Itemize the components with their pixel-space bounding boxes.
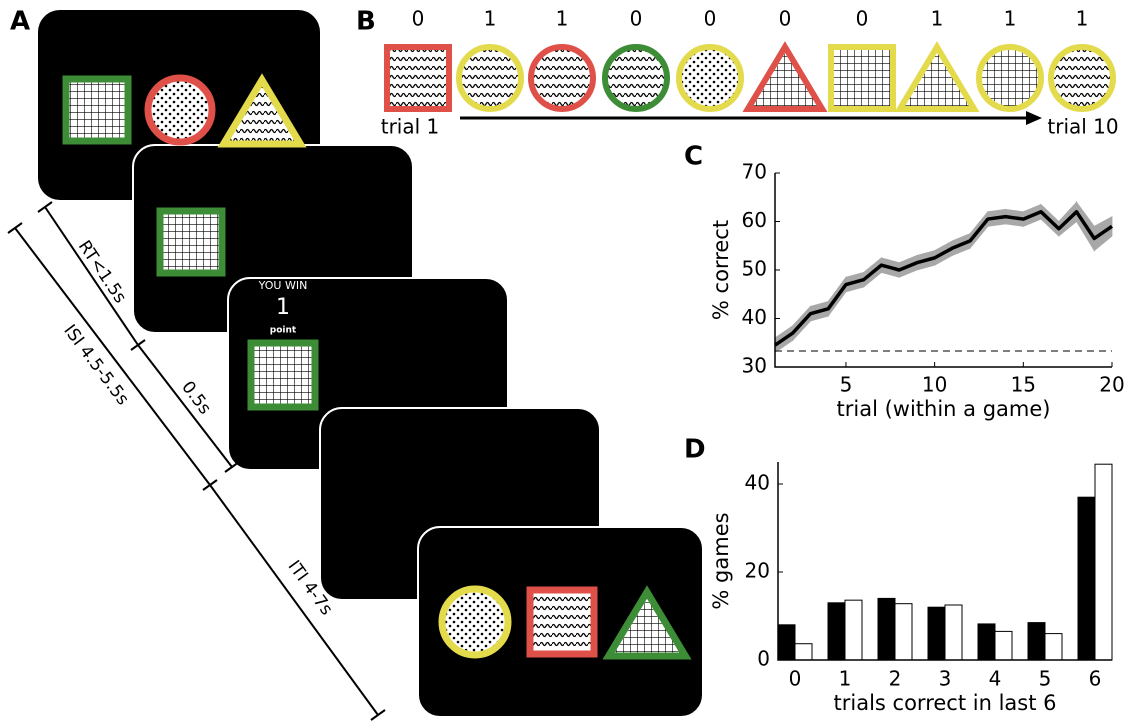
outcome: 0: [412, 7, 425, 31]
square: [530, 590, 594, 654]
outcome: 1: [1004, 7, 1017, 31]
win-unit: point: [270, 326, 297, 336]
circle: [531, 47, 593, 109]
square: [831, 47, 893, 109]
win-points: 1: [276, 295, 290, 320]
y-tick-label: 40: [742, 305, 767, 329]
x-tick-label: 20: [1099, 373, 1124, 397]
circle: [679, 47, 741, 109]
x-axis-label: trials correct in last 6: [834, 691, 1057, 715]
figure: A B C D YOU WIN 1 point RT<1.5s 0.5s ISI…: [0, 0, 1129, 723]
x-tick-label: 4: [989, 667, 1002, 691]
x-tick-label: 0: [789, 667, 802, 691]
y-tick-label: 70: [742, 160, 767, 184]
trial-end: trial 10: [1047, 115, 1118, 139]
x-tick-label: 5: [1039, 667, 1052, 691]
x-axis-label: trial (within a game): [837, 397, 1051, 421]
y-tick-label: 30: [742, 354, 767, 378]
circle: [148, 78, 212, 142]
outcome: 1: [556, 7, 569, 31]
x-tick-label: 15: [1011, 373, 1036, 397]
bar: [995, 631, 1012, 660]
cap: [371, 710, 385, 720]
y-tick-label: 40: [745, 471, 770, 495]
bar: [1078, 497, 1095, 660]
square: [387, 47, 449, 109]
outcome: 0: [779, 7, 792, 31]
panel-label: A: [10, 7, 30, 37]
triangle: [900, 47, 974, 109]
triangle: [748, 47, 822, 109]
bar: [928, 607, 945, 660]
bar: [778, 625, 795, 660]
cap: [225, 462, 239, 472]
panel-label: C: [684, 142, 703, 172]
timeline-line: [138, 345, 232, 467]
circle: [442, 589, 508, 655]
square: [160, 211, 222, 273]
timeline-line: [45, 207, 138, 345]
trial-start: trial 1: [381, 115, 440, 139]
cap: [131, 340, 145, 350]
outcome: 1: [1076, 7, 1089, 31]
square: [66, 79, 128, 141]
panel-label: D: [684, 435, 706, 465]
circle: [605, 47, 667, 109]
x-tick-label: 5: [840, 373, 853, 397]
circle: [979, 47, 1041, 109]
axes: [775, 173, 1112, 367]
bar: [828, 603, 845, 660]
bar: [945, 605, 962, 660]
y-tick-label: 20: [745, 559, 770, 583]
y-tick-label: 50: [742, 257, 767, 281]
y-tick-label: 60: [742, 208, 767, 232]
cap: [38, 202, 52, 212]
outcome: 0: [704, 7, 717, 31]
y-tick-label: 0: [757, 647, 770, 671]
circle: [1051, 47, 1113, 109]
bar: [978, 624, 995, 660]
timing-label: 0.5s: [177, 378, 215, 419]
arrow-head: [1026, 111, 1042, 125]
win-title: YOU WIN: [258, 279, 308, 292]
cap: [8, 223, 22, 233]
x-tick-label: 6: [1089, 667, 1102, 691]
x-tick-label: 1: [839, 667, 852, 691]
bar: [845, 600, 862, 660]
outcome: 0: [856, 7, 869, 31]
outcome: 1: [484, 7, 497, 31]
bar: [795, 644, 812, 660]
x-tick-label: 3: [939, 667, 952, 691]
bar: [1045, 634, 1062, 660]
square: [251, 343, 315, 407]
y-axis-label: % games: [709, 512, 733, 609]
screens: YOU WIN 1 point: [38, 10, 703, 717]
bar: [1028, 623, 1045, 660]
outcome: 0: [630, 7, 643, 31]
bar: [895, 604, 912, 660]
panel-label: B: [356, 7, 376, 37]
bar: [1095, 464, 1112, 660]
circle: [459, 47, 521, 109]
bar: [878, 598, 895, 660]
cap: [203, 480, 217, 490]
y-axis-label: % correct: [709, 220, 733, 320]
timing-label: RT<1.5s: [74, 237, 130, 307]
x-tick-label: 10: [922, 373, 947, 397]
outcome: 1: [931, 7, 944, 31]
trial-arrow: trial 1 trial 10: [381, 111, 1119, 139]
x-tick-label: 2: [889, 667, 902, 691]
